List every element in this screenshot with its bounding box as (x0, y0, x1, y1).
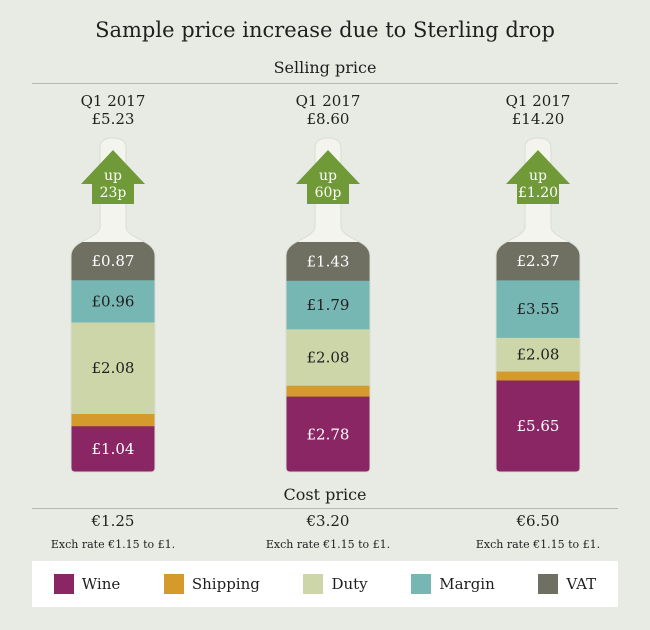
segment-label-duty: £2.08 (517, 346, 560, 364)
selling-price-value: £14.20 (512, 110, 565, 128)
segment-duty (71, 322, 155, 415)
bottle-3: Q1 2017 £14.20 £2.37 £3.55 £2.08 £5.65 up £1.20 (453, 0, 623, 473)
segment-label-wine: £5.65 (517, 417, 560, 435)
period-label: Q1 2017 (81, 92, 146, 110)
legend-swatch (411, 574, 432, 594)
segment-shipping (71, 413, 155, 427)
segment-label-margin: £0.96 (92, 292, 135, 310)
bottle-2: Q1 2017 £8.60 £1.43 £1.79 £2.08 £2.78 up 60p (243, 0, 413, 473)
segment-vat (496, 242, 580, 281)
cost-price-value: €1.25 (91, 512, 135, 530)
segment-duty (286, 329, 370, 387)
increase-value: 60p (315, 185, 342, 201)
bottle-1: Q1 2017 £5.23 £0.87 £0.96 £2.08 £1.04 up 23p (28, 0, 198, 473)
segment-label-vat: £1.43 (307, 252, 350, 270)
up-arrow-icon (506, 150, 570, 204)
selling-price-value: £5.23 (92, 110, 135, 128)
segment-wine (71, 426, 155, 472)
increase-value: £1.20 (518, 185, 558, 201)
top-divider (32, 83, 618, 84)
legend-swatch (163, 574, 184, 594)
segment-label-margin: £3.55 (517, 300, 560, 318)
exchange-rate-note: Exch rate €1.15 to £1. (475, 538, 601, 551)
cost-price-value: €6.50 (516, 512, 560, 530)
legend: Wine Shipping Duty Margin VAT (32, 561, 618, 607)
segment-label-wine: £2.78 (307, 425, 350, 443)
legend-item-wine: Wine (53, 574, 121, 594)
exchange-rate-note: Exch rate €1.15 to £1. (265, 538, 391, 551)
segment-margin (71, 280, 155, 323)
selling-price-label: Selling price (273, 58, 377, 77)
segment-shipping (496, 371, 580, 381)
segment-shipping (286, 385, 370, 398)
bottle-svg: Q1 2017£14.20 £2.37 £3.55 £2.08 £5.65 up£1.20 (495, 92, 581, 473)
legend-swatch (303, 574, 324, 594)
legend-label: Margin (439, 575, 495, 593)
cost-price-label: Cost price (283, 485, 367, 504)
segment-vat (286, 242, 370, 282)
legend-item-duty: Duty (303, 574, 368, 594)
legend-item-vat: VAT (538, 574, 596, 594)
legend-label: Duty (331, 575, 368, 593)
increase-label: up (319, 168, 337, 184)
exchange-rate-note: Exch rate €1.15 to £1. (50, 538, 176, 551)
segment-label-vat: £0.87 (92, 252, 135, 270)
legend-label: VAT (566, 575, 597, 593)
segment-label-margin: £1.79 (307, 296, 350, 314)
increase-label: up (529, 168, 547, 184)
segment-wine (496, 380, 580, 472)
bottom-divider (32, 508, 618, 509)
up-arrow-icon (81, 150, 145, 204)
legend-item-margin: Margin (411, 574, 495, 594)
segment-duty (496, 337, 580, 373)
segment-margin (286, 280, 370, 330)
legend-swatch (53, 574, 74, 594)
segment-label-duty: £2.08 (307, 349, 350, 367)
period-label: Q1 2017 (506, 92, 571, 110)
segment-label-duty: £2.08 (92, 359, 135, 377)
segment-wine (286, 396, 370, 472)
cost-price-value: €3.20 (306, 512, 350, 530)
segment-vat (71, 242, 155, 281)
legend-item-shipping: Shipping (163, 574, 260, 594)
chart-title: Sample price increase due to Sterling dr… (95, 18, 555, 42)
segment-margin (496, 280, 580, 339)
increase-label: up (104, 168, 122, 184)
segment-label-vat: £2.37 (517, 252, 560, 270)
segment-label-wine: £1.04 (92, 440, 135, 458)
legend-label: Wine (81, 575, 121, 593)
legend-label: Shipping (191, 575, 260, 593)
selling-price-value: £8.60 (307, 110, 350, 128)
up-arrow-icon (296, 150, 360, 204)
increase-value: 23p (100, 185, 127, 201)
period-label: Q1 2017 (296, 92, 361, 110)
legend-swatch (538, 574, 559, 594)
